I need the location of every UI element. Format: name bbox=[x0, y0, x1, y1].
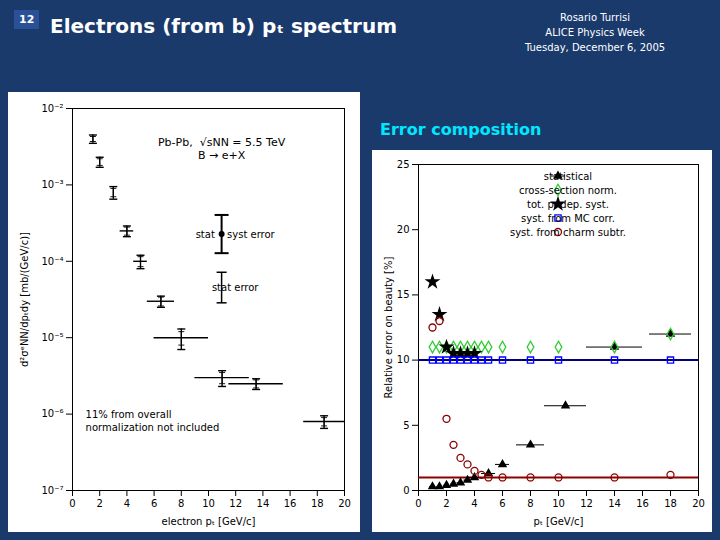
svg-text:8: 8 bbox=[527, 498, 533, 509]
svg-text:25: 25 bbox=[397, 159, 410, 170]
html-text:Electrons (from b) pₜ spectrum: Electrons (from b) pₜ spectrum bbox=[50, 14, 398, 38]
svg-text:20: 20 bbox=[338, 498, 351, 509]
svg-text:0: 0 bbox=[415, 498, 421, 509]
svg-text:cross-section norm.: cross-section norm. bbox=[519, 185, 617, 196]
svg-text:10⁻⁵: 10⁻⁵ bbox=[41, 332, 63, 343]
svg-text:0: 0 bbox=[69, 498, 75, 509]
svg-text:16: 16 bbox=[284, 498, 297, 509]
svg-text:14: 14 bbox=[608, 498, 621, 509]
svg-text:10⁻³: 10⁻³ bbox=[41, 179, 63, 190]
svg-text:18: 18 bbox=[311, 498, 324, 509]
svg-text:8: 8 bbox=[178, 498, 184, 509]
svg-text:2: 2 bbox=[443, 498, 449, 509]
svg-text:16: 16 bbox=[636, 498, 649, 509]
svg-text:syst. from MC corr.: syst. from MC corr. bbox=[521, 213, 615, 224]
svg-text:10⁻⁷: 10⁻⁷ bbox=[41, 485, 63, 496]
svg-text:stat error: stat error bbox=[212, 282, 259, 293]
html-text:Error composition: Error composition bbox=[380, 120, 542, 139]
svg-text:6: 6 bbox=[151, 498, 157, 509]
svg-text:14: 14 bbox=[257, 498, 270, 509]
svg-text:10: 10 bbox=[552, 498, 565, 509]
svg-text:pₜ [GeV/c]: pₜ [GeV/c] bbox=[534, 516, 584, 527]
svg-text:0: 0 bbox=[403, 485, 409, 496]
svg-text:4: 4 bbox=[471, 498, 477, 509]
svg-text:20: 20 bbox=[397, 224, 410, 235]
html-text:12: 12 bbox=[19, 13, 35, 26]
svg-text:syst. from charm subtr.: syst. from charm subtr. bbox=[510, 227, 626, 238]
svg-text:10⁻⁶: 10⁻⁶ bbox=[41, 408, 63, 419]
svg-text:4: 4 bbox=[124, 498, 130, 509]
svg-text:statistical: statistical bbox=[544, 171, 592, 182]
svg-text:12: 12 bbox=[229, 498, 242, 509]
svg-text:10: 10 bbox=[202, 498, 215, 509]
svg-text:20: 20 bbox=[692, 498, 705, 509]
svg-text:15: 15 bbox=[397, 289, 410, 300]
svg-text:5: 5 bbox=[403, 420, 409, 431]
svg-text:10⁻²: 10⁻² bbox=[41, 103, 63, 114]
svg-text:Pb-Pb, √sNN = 5.5 TeVB → e+X: Pb-Pb, √sNN = 5.5 TeVB → e+X bbox=[158, 136, 286, 163]
svg-text:11% from overallnormalization: 11% from overallnormalization not includ… bbox=[86, 409, 220, 433]
svg-text:stat • syst error: stat • syst error bbox=[196, 229, 276, 240]
svg-text:tot. pₜ-dep. syst.: tot. pₜ-dep. syst. bbox=[527, 199, 609, 210]
svg-text:10⁻⁴: 10⁻⁴ bbox=[41, 256, 63, 267]
html-text:Rosario Turrisi ALICE Physics: Rosario Turrisi ALICE Physics Week Tuesd… bbox=[524, 12, 666, 53]
svg-text:electron pₜ [GeV/c]: electron pₜ [GeV/c] bbox=[162, 516, 256, 527]
svg-text:6: 6 bbox=[499, 498, 505, 509]
svg-text:d²σᵉNN/dpₜdy [mb/(GeV/c)]: d²σᵉNN/dpₜdy [mb/(GeV/c)] bbox=[19, 232, 30, 367]
svg-text:12: 12 bbox=[580, 498, 593, 509]
svg-text:2: 2 bbox=[97, 498, 103, 509]
svg-text:Relative error on beauty [%]: Relative error on beauty [%] bbox=[383, 256, 394, 398]
svg-text:18: 18 bbox=[664, 498, 677, 509]
svg-text:10: 10 bbox=[397, 354, 410, 365]
